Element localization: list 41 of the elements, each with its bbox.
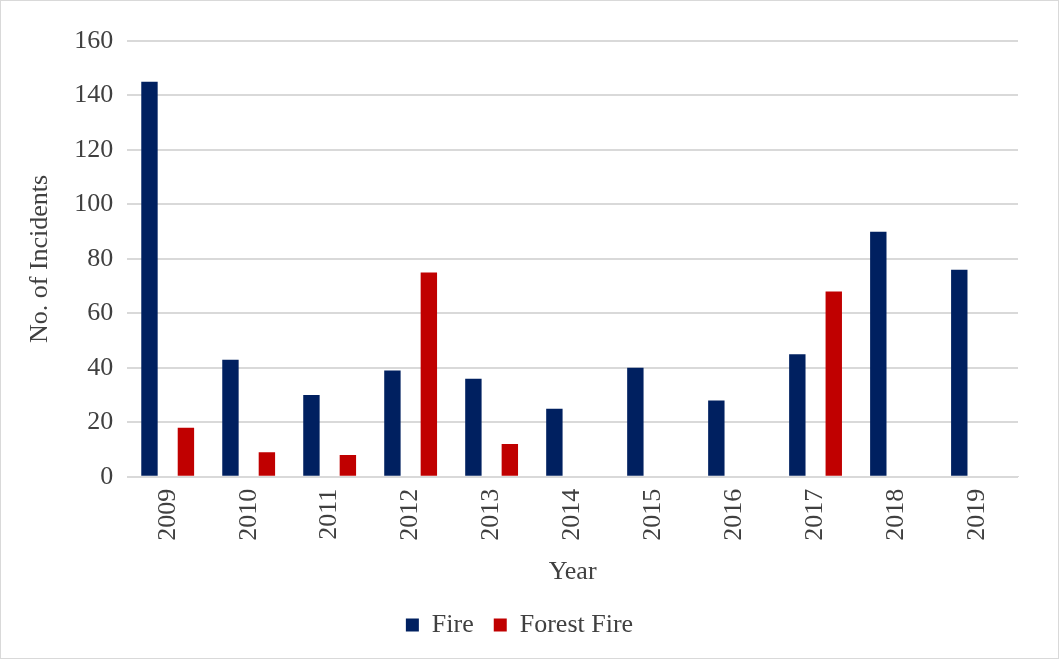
y-tick-label: 40	[87, 351, 114, 381]
bar	[708, 400, 725, 476]
bar	[870, 231, 887, 476]
x-tick-label: 2015	[637, 488, 667, 541]
x-tick-label: 2013	[475, 488, 505, 541]
bar	[789, 354, 806, 476]
x-tick-label: 2014	[556, 488, 586, 541]
legend-label: Forest Fire	[519, 608, 634, 638]
bar	[501, 444, 519, 476]
x-tick-label: 2012	[394, 488, 424, 541]
y-tick-label: 20	[87, 406, 114, 436]
bar	[420, 272, 438, 476]
y-tick-label: 120	[74, 133, 114, 163]
x-tick-label: 2019	[961, 488, 991, 541]
x-axis-title: Year	[548, 556, 597, 586]
x-tick-label: 2018	[880, 488, 910, 541]
y-tick-label: 60	[87, 297, 114, 327]
x-tick-label: 2016	[718, 488, 748, 541]
legend-label: Fire	[431, 608, 474, 638]
x-tick-label: 2017	[799, 488, 829, 541]
bar	[384, 370, 401, 476]
y-tick-label: 100	[74, 188, 114, 218]
bar	[141, 81, 158, 476]
y-tick-label: 80	[87, 242, 114, 272]
bar	[339, 455, 357, 476]
y-tick-label: 160	[74, 24, 114, 54]
bar	[303, 395, 320, 476]
y-axis-title: No. of Incidents	[24, 174, 54, 344]
x-tick-label: 2010	[232, 488, 262, 541]
x-tick-label: 2011	[313, 488, 343, 540]
y-tick-label: 140	[74, 79, 114, 109]
bar	[465, 378, 482, 476]
bar	[258, 452, 276, 476]
y-tick-label: 0	[100, 460, 114, 490]
bar	[627, 367, 644, 476]
bar	[546, 408, 563, 476]
bar	[222, 359, 239, 476]
bar	[951, 269, 968, 476]
x-tick-label: 2009	[151, 488, 181, 541]
bar	[177, 427, 195, 476]
bar	[825, 291, 842, 476]
